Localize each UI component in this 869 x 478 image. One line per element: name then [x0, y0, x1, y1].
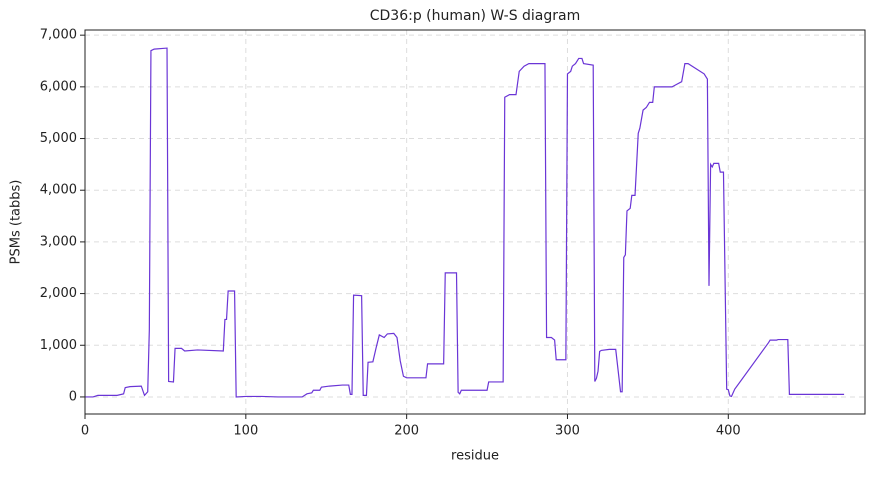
y-tick-label: 5,000 — [40, 131, 77, 146]
x-tick-label: 200 — [394, 424, 419, 439]
y-tick-label: 2,000 — [40, 286, 77, 301]
data-line — [85, 47, 845, 398]
x-tick-label: 400 — [716, 424, 741, 439]
y-tick-label: 7,000 — [40, 28, 77, 43]
y-tick-label: 6,000 — [40, 79, 77, 94]
y-tick-label: 4,000 — [40, 183, 77, 198]
chart-title: CD36:p (human) W-S diagram — [370, 8, 581, 24]
y-tick-label: 3,000 — [40, 234, 77, 249]
y-tick-label: 0 — [69, 389, 77, 404]
y-axis-label: PSMs (tabbs) — [9, 180, 24, 265]
x-axis-label: residue — [451, 449, 499, 464]
x-tick-label: 100 — [233, 424, 258, 439]
x-tick-label: 300 — [555, 424, 580, 439]
plot-frame — [84, 29, 866, 415]
y-tick-label: 1,000 — [40, 338, 77, 353]
x-tick-label: 0 — [81, 424, 89, 439]
